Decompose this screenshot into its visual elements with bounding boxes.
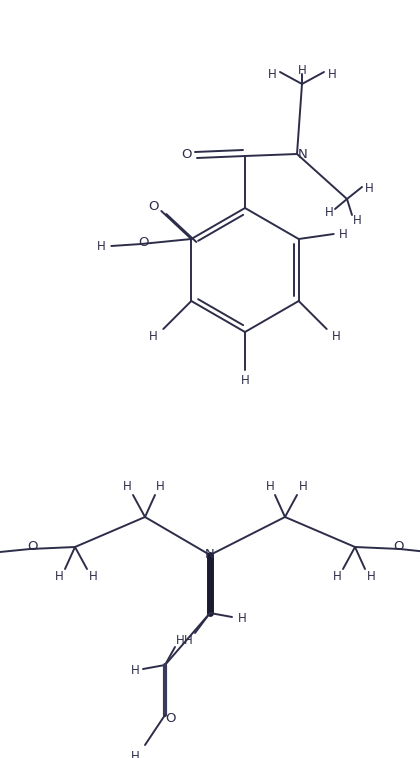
- Text: H: H: [89, 571, 97, 584]
- Text: O: O: [393, 540, 403, 553]
- Text: H: H: [333, 571, 341, 584]
- Text: H: H: [131, 663, 139, 676]
- Text: H: H: [298, 64, 306, 77]
- Text: N: N: [205, 549, 215, 562]
- Text: H: H: [268, 67, 276, 80]
- Text: H: H: [184, 634, 192, 647]
- Text: H: H: [265, 481, 274, 493]
- Text: H: H: [332, 330, 341, 343]
- Text: H: H: [238, 612, 247, 625]
- Text: H: H: [353, 215, 361, 227]
- Text: O: O: [138, 236, 149, 249]
- Text: H: H: [328, 67, 336, 80]
- Text: O: O: [182, 148, 192, 161]
- Text: H: H: [367, 571, 375, 584]
- Text: N: N: [298, 148, 308, 161]
- Text: O: O: [27, 540, 37, 553]
- Text: H: H: [97, 240, 106, 252]
- Text: H: H: [156, 481, 164, 493]
- Text: H: H: [123, 481, 131, 493]
- Text: O: O: [165, 712, 175, 725]
- Text: O: O: [148, 201, 159, 214]
- Text: H: H: [339, 227, 348, 240]
- Text: H: H: [131, 750, 139, 758]
- Text: H: H: [55, 571, 63, 584]
- Text: H: H: [176, 634, 184, 647]
- Text: H: H: [149, 330, 158, 343]
- Text: H: H: [325, 206, 333, 220]
- Text: H: H: [299, 481, 307, 493]
- Text: H: H: [365, 183, 373, 196]
- Text: H: H: [241, 374, 249, 387]
